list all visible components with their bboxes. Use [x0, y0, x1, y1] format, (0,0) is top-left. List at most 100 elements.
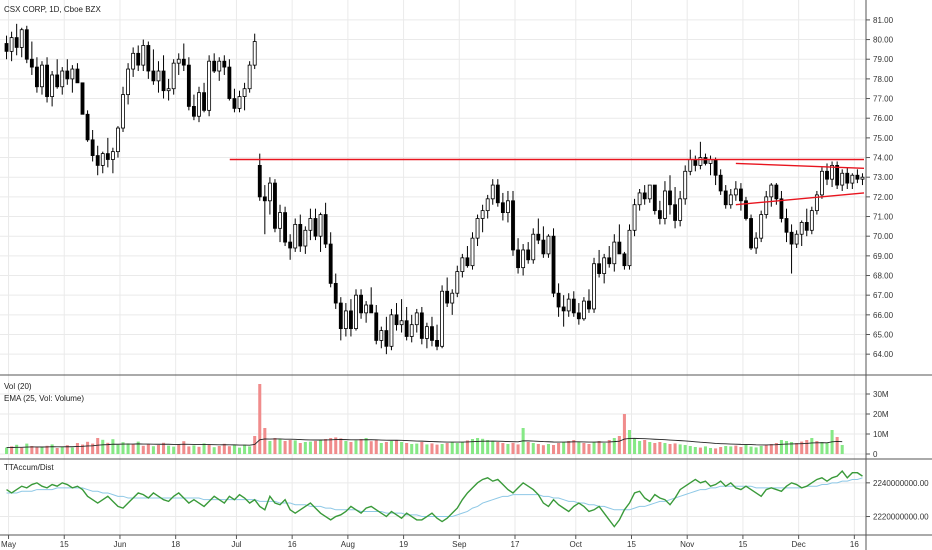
volume-bar: [658, 442, 662, 454]
volume-bar: [293, 440, 297, 454]
accum-dist-pane[interactable]: [6, 469, 863, 528]
volume-bar: [415, 443, 419, 454]
candle: [283, 206, 288, 247]
candle-body: [222, 60, 227, 68]
candle-body: [257, 165, 262, 198]
candle-body: [374, 312, 379, 341]
volume-bar: [232, 445, 236, 454]
volume-bar: [592, 442, 596, 454]
volume-bar: [582, 443, 586, 454]
candle-body: [267, 182, 272, 202]
candle: [678, 190, 683, 227]
candle-body: [252, 41, 257, 66]
volume-bar: [111, 439, 115, 454]
price-pane[interactable]: [4, 23, 865, 355]
candle: [723, 185, 728, 209]
candle: [4, 35, 9, 60]
volume-bar: [759, 446, 763, 454]
candle-body: [657, 210, 662, 219]
volume-bar: [177, 444, 181, 454]
candle-body: [516, 249, 520, 269]
candle-body: [349, 310, 353, 330]
volume-bar: [136, 441, 140, 454]
volume-bar: [506, 444, 510, 454]
volume-bar: [379, 443, 383, 454]
candle: [207, 55, 212, 117]
candle-body: [738, 188, 743, 202]
volume-tick-label: 20M: [873, 410, 889, 419]
candle: [419, 306, 424, 345]
volume-bar: [531, 443, 535, 454]
volume-bar: [217, 446, 221, 454]
candle-body: [364, 304, 369, 314]
candle-body: [450, 292, 455, 304]
volume-bar: [253, 436, 257, 454]
volume-bar: [192, 445, 196, 454]
candle-body: [475, 218, 480, 239]
volume-bar: [182, 441, 186, 454]
candle-body: [683, 170, 688, 200]
candle: [146, 41, 151, 79]
candle: [35, 57, 39, 93]
candle: [60, 67, 65, 95]
accum-title: TTAccum/Dist: [4, 463, 54, 472]
candle-body: [607, 257, 612, 265]
candle: [500, 192, 505, 221]
time-tick-label: 15: [627, 540, 636, 549]
candle: [551, 228, 556, 298]
candle: [404, 306, 409, 341]
price-tick-label: 64.00: [873, 350, 894, 359]
volume-bar: [445, 443, 449, 454]
candle-body: [197, 92, 201, 117]
volume-bar: [146, 444, 150, 454]
volume-bar: [25, 443, 29, 454]
volume-bar: [278, 439, 282, 454]
candle: [571, 291, 576, 317]
candle-body: [850, 174, 855, 184]
volume-bar: [65, 445, 69, 454]
volume-pane[interactable]: [5, 384, 844, 454]
candle-body: [663, 190, 667, 219]
volume-bar: [597, 441, 601, 454]
candle: [652, 184, 657, 215]
volume-bar: [430, 443, 434, 454]
volume-title: Vol (20): [4, 382, 32, 391]
candle-body: [769, 184, 774, 198]
volume-bar: [729, 446, 733, 454]
candle: [354, 289, 358, 331]
volume-bar: [633, 438, 637, 454]
candle-body: [754, 237, 759, 249]
time-tick-label: Sep: [452, 540, 467, 549]
candle: [141, 39, 146, 72]
volume-bar: [268, 441, 272, 454]
candle-body: [521, 249, 526, 269]
candle-body: [759, 214, 764, 239]
candle: [460, 253, 465, 278]
candle-body: [592, 263, 596, 310]
volume-ema-line: [6, 437, 843, 449]
volume-bar: [455, 443, 459, 454]
volume-bar: [5, 447, 9, 454]
candle-body: [75, 68, 80, 84]
candle: [288, 234, 293, 260]
volume-bar: [815, 441, 819, 454]
candle-body: [65, 70, 70, 80]
candle-body: [328, 243, 333, 284]
candle-body: [718, 174, 723, 192]
candle: [622, 251, 627, 270]
candle: [587, 289, 591, 313]
volume-bar: [724, 446, 728, 454]
candle-body: [369, 304, 374, 314]
candle-body: [814, 194, 819, 212]
candle: [581, 297, 586, 321]
volume-bar: [840, 445, 844, 454]
candle-body: [141, 45, 146, 66]
candle: [632, 198, 637, 237]
volume-bar: [167, 445, 171, 454]
volume-bar: [349, 442, 353, 454]
volume-bar: [739, 447, 743, 454]
candle-body: [840, 172, 845, 186]
candle-body: [161, 70, 166, 92]
candle-body: [29, 58, 34, 68]
